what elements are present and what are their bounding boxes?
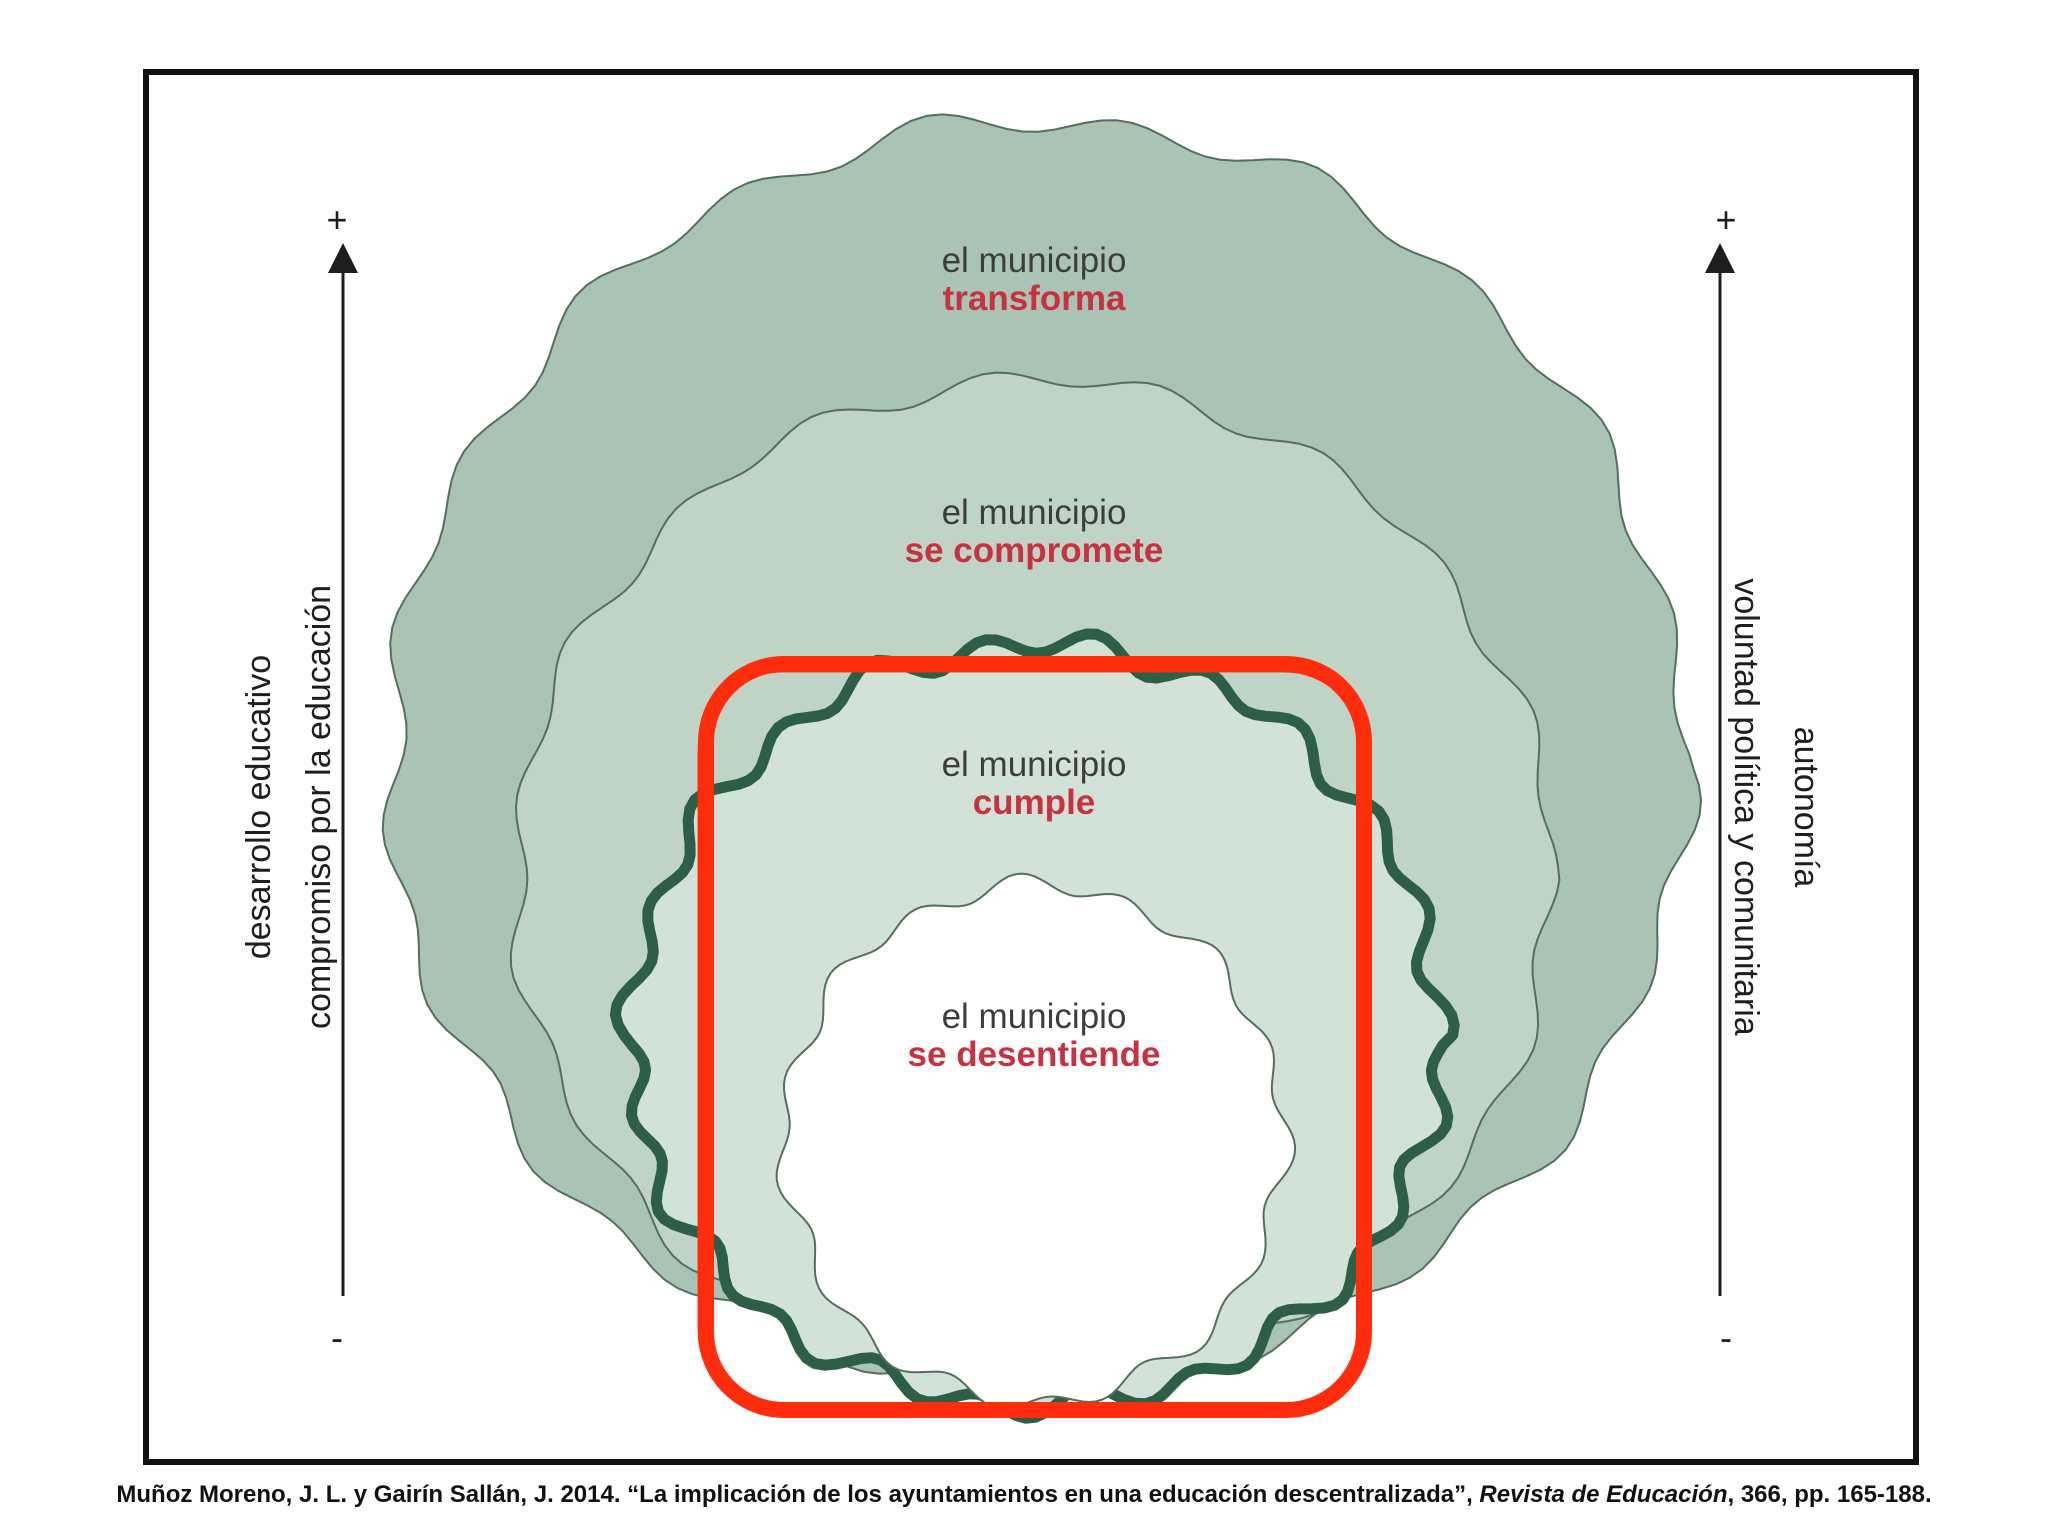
level-transforma-line1: el municipio (942, 241, 1127, 280)
level-cumple-line1: el municipio (942, 745, 1127, 784)
highlight-box (697, 656, 1372, 1418)
right-axis-minus: - (1720, 1317, 1732, 1358)
citation-authors: Muñoz Moreno, J. L. y Gairín Sallán, J. … (116, 1481, 1480, 1508)
left-axis: + - desarrollo educativo compromiso por … (240, 199, 358, 1358)
level-se-desentiende-verb: se desentiende (908, 1035, 1161, 1074)
left-axis-minus: - (331, 1317, 343, 1358)
level-transforma: el municipio transforma (942, 241, 1127, 318)
citation-caption: Muñoz Moreno, J. L. y Gairín Sallán, J. … (0, 1481, 2048, 1509)
right-axis-label2: voluntad política y comunitaria (1727, 578, 1765, 1035)
left-axis-label2: compromiso por la educación (300, 585, 338, 1029)
left-axis-label1: desarrollo educativo (240, 655, 278, 959)
right-axis: + - autonomía voluntad política y comuni… (1705, 199, 1825, 1358)
level-se-desentiende-shape (775, 872, 1297, 1410)
level-cumple-verb: cumple (973, 783, 1096, 822)
level-se-desentiende: el municipio se desentiende (908, 997, 1161, 1074)
level-se-compromete-verb: se compromete (905, 531, 1164, 570)
level-cumple: el municipio cumple (942, 745, 1127, 822)
level-se-desentiende-line1: el municipio (942, 997, 1127, 1036)
citation-details: , 366, pp. 165-188. (1727, 1481, 1932, 1508)
level-se-compromete-line1: el municipio (942, 493, 1127, 532)
citation-journal: Revista de Educación (1479, 1481, 1728, 1508)
level-se-compromete: el municipio se compromete (905, 493, 1164, 570)
level-transforma-verb: transforma (943, 279, 1126, 318)
right-axis-plus: + (1715, 199, 1736, 240)
right-axis-label1: autonomía (1787, 727, 1825, 888)
left-axis-plus: + (326, 199, 347, 240)
